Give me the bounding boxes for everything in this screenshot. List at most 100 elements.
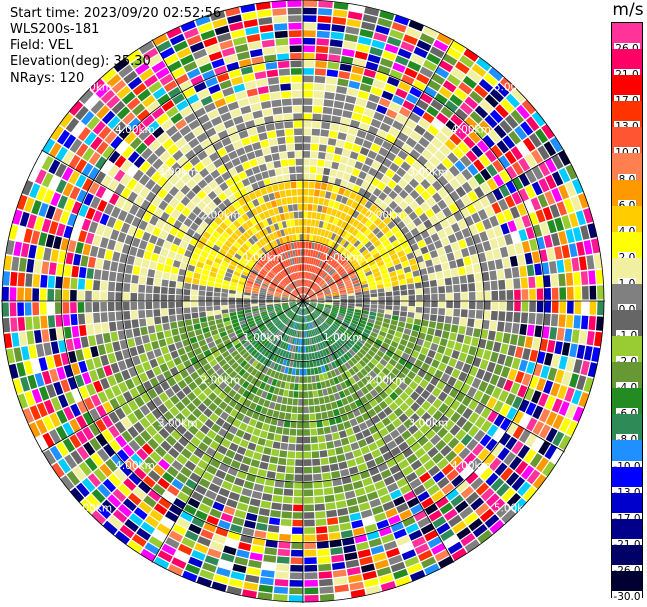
range-gate-cell — [269, 224, 276, 232]
range-gate-cell — [263, 318, 271, 324]
range-gate-cell — [338, 312, 345, 317]
range-gate-cell — [223, 119, 235, 129]
range-gate-cell — [319, 578, 333, 587]
range-gate-cell — [402, 447, 414, 458]
range-gate-cell — [97, 199, 108, 212]
range-gate-cell — [209, 152, 220, 162]
range-gate-cell — [303, 368, 307, 376]
range-gate-cell — [225, 342, 234, 350]
range-gate-cell — [166, 360, 176, 369]
range-gate-cell — [427, 79, 442, 92]
range-gate-cell — [337, 228, 344, 236]
range-gate-cell — [189, 454, 201, 465]
range-gate-cell — [214, 123, 226, 133]
range-gate-cell — [363, 68, 377, 78]
range-gate-cell — [308, 196, 314, 204]
range-gate-cell — [101, 322, 110, 333]
range-gate-cell — [100, 89, 115, 104]
range-gate-cell — [157, 188, 168, 199]
range-gate-cell — [102, 429, 114, 443]
range-gate-cell — [246, 33, 261, 43]
range-gate-cell — [191, 195, 201, 205]
range-gate-cell — [289, 296, 296, 299]
range-gate-cell — [382, 322, 390, 329]
range-gate-cell — [350, 237, 358, 245]
range-gate-cell — [267, 323, 274, 329]
range-gate-cell — [340, 381, 347, 390]
range-gate-cell — [318, 279, 324, 285]
range-gate-cell — [88, 181, 100, 195]
range-gate-cell — [306, 361, 310, 368]
range-gate-cell — [346, 459, 357, 468]
range-gate-cell — [321, 253, 327, 261]
range-gate-cell — [438, 187, 449, 199]
range-gate-cell — [383, 196, 393, 206]
range-gate-cell — [330, 547, 343, 555]
range-gate-cell — [242, 456, 252, 466]
range-gate-cell — [245, 240, 253, 248]
range-gate-cell — [172, 260, 181, 268]
range-gate-cell — [344, 214, 352, 223]
range-gate-cell — [345, 329, 353, 336]
range-gate-cell — [580, 360, 590, 376]
range-gate-cell — [517, 444, 530, 459]
range-gate-cell — [134, 434, 146, 447]
range-gate-cell — [358, 338, 366, 345]
range-label: 4.00km — [451, 460, 491, 472]
range-gate-cell — [157, 403, 168, 415]
range-gate-cell — [403, 328, 412, 336]
range-gate-cell — [480, 420, 492, 433]
range-gate-cell — [390, 275, 398, 282]
range-gate-cell — [382, 239, 391, 248]
range-gate-cell — [387, 412, 398, 422]
station-label: WLS200s-181 — [10, 22, 100, 37]
range-gate-cell — [334, 319, 342, 325]
range-gate-cell — [412, 217, 422, 227]
range-gate-cell — [203, 363, 212, 372]
range-gate-cell — [300, 338, 303, 346]
range-gate-cell — [498, 311, 506, 322]
range-gate-cell — [286, 374, 292, 382]
range-gate-cell — [443, 195, 454, 206]
range-gate-cell — [126, 164, 138, 177]
range-gate-cell — [315, 174, 323, 182]
range-gate-cell — [230, 232, 239, 241]
range-gate-cell — [107, 115, 121, 130]
range-gate-cell — [321, 465, 330, 473]
range-gate-cell — [417, 353, 427, 362]
range-gate-cell — [248, 237, 256, 245]
range-gate-cell — [289, 283, 295, 290]
range-gate-cell — [154, 384, 164, 395]
range-gate-cell — [487, 260, 496, 271]
range-gate-cell — [277, 60, 290, 69]
range-gate-cell — [450, 324, 459, 333]
range-gate-cell — [409, 380, 419, 390]
range-gate-cell — [382, 501, 395, 511]
range-gate-cell — [129, 513, 144, 527]
range-gate-cell — [345, 243, 353, 251]
range-gate-cell — [41, 155, 54, 171]
range-gate-cell — [514, 346, 524, 359]
range-gate-cell — [111, 384, 122, 397]
range-gate-cell — [255, 476, 266, 485]
range-gate-cell — [303, 0, 318, 7]
range-gate-cell — [415, 195, 425, 206]
range-gate-cell — [402, 216, 412, 225]
range-gate-cell — [206, 429, 217, 440]
range-gate-cell — [408, 258, 417, 266]
range-gate-cell — [378, 526, 392, 537]
range-gate-cell — [23, 228, 33, 243]
range-gate-cell — [519, 265, 527, 277]
range-gate-cell — [455, 108, 468, 121]
range-gate-cell — [250, 102, 262, 112]
range-gate-cell — [307, 290, 313, 296]
range-gate-cell — [114, 468, 127, 482]
range-gate-cell — [427, 243, 436, 252]
range-gate-cell — [287, 344, 292, 351]
range-gate-cell — [327, 257, 334, 265]
range-gate-cell — [243, 520, 256, 529]
range-gate-cell — [316, 243, 321, 251]
range-gate-cell — [142, 361, 152, 372]
range-gate-cell — [323, 331, 329, 338]
range-gate-cell — [183, 504, 197, 516]
